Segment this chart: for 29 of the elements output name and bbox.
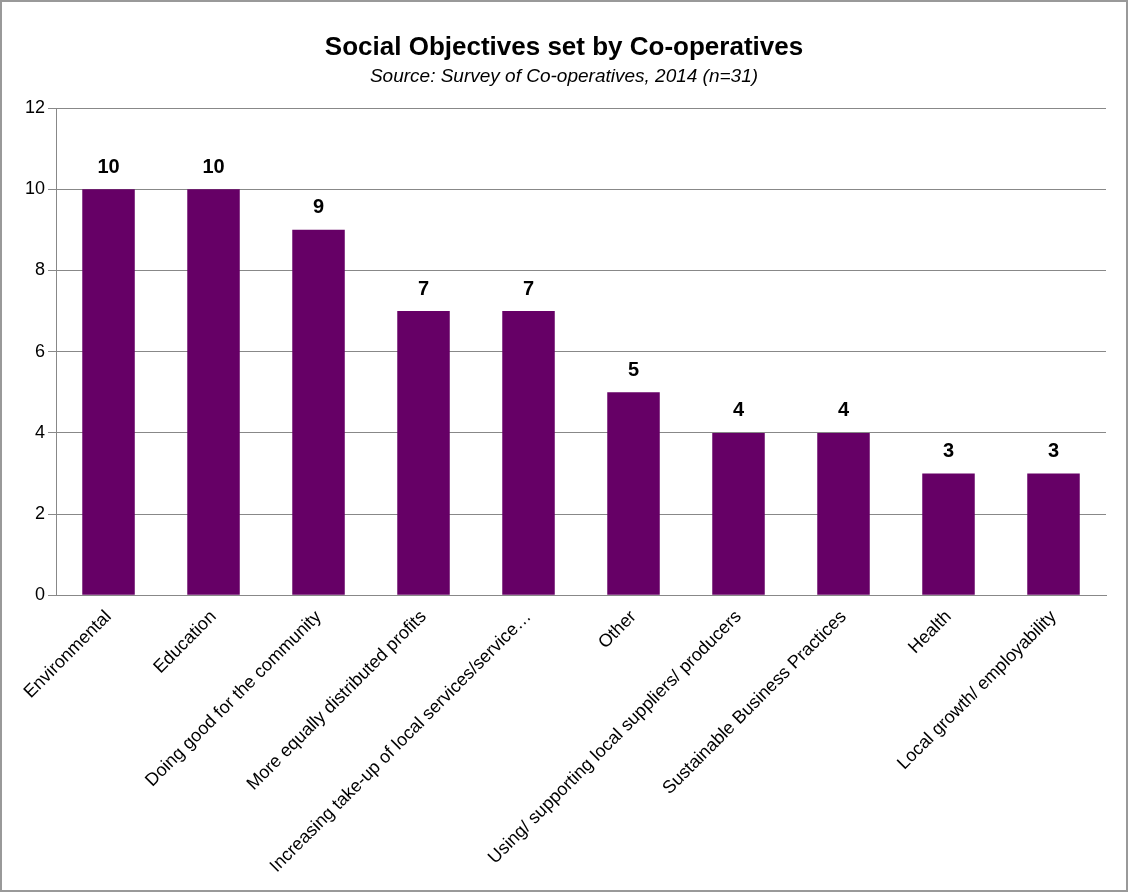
- data-label: 3: [1047, 439, 1060, 462]
- bar: [397, 311, 450, 595]
- bar: [607, 392, 660, 595]
- bar: [922, 473, 975, 595]
- y-tick-label: 4: [35, 421, 46, 442]
- bar: [817, 432, 870, 595]
- chart-subtitle: Source: Survey of Co-operatives, 2014 (n=31): [369, 64, 759, 86]
- data-label: 9: [312, 195, 325, 218]
- y-tick-label: 8: [35, 259, 46, 280]
- bar: [502, 311, 555, 595]
- bar: [292, 229, 345, 595]
- bar: [82, 189, 135, 595]
- y-tick-label: 0: [35, 584, 46, 605]
- data-label: 10: [97, 154, 120, 177]
- y-tick-label: 6: [35, 340, 46, 361]
- data-label: 7: [522, 276, 535, 299]
- bar: [187, 189, 240, 595]
- chart-title: Social Objectives set by Co-operatives: [324, 30, 804, 61]
- y-tick-label: 10: [24, 178, 46, 199]
- data-label: 10: [202, 154, 225, 177]
- data-label: 7: [417, 276, 430, 299]
- y-tick-label: 12: [24, 96, 46, 117]
- bar: [1027, 473, 1080, 595]
- data-label: 4: [837, 398, 850, 421]
- bar: [712, 432, 765, 595]
- y-tick-label: 2: [35, 503, 46, 524]
- data-label: 4: [732, 398, 745, 421]
- data-label: 5: [627, 357, 640, 380]
- data-label: 3: [942, 439, 955, 462]
